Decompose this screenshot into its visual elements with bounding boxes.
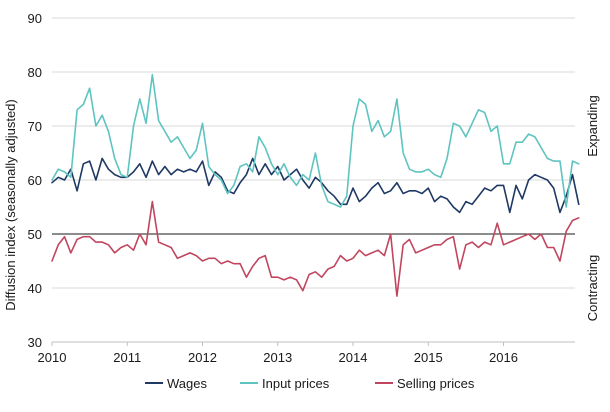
y-tick-label-40: 40 (28, 281, 42, 296)
y-tick-label-80: 80 (28, 65, 42, 80)
annotation-expanding: Expanding (585, 95, 600, 156)
x-tick-label-2010: 2010 (38, 350, 67, 365)
y-tick-label-60: 60 (28, 173, 42, 188)
y-tick-label-30: 30 (28, 335, 42, 350)
series-line-wages (51, 157, 580, 214)
legend: Wages Input prices Selling prices (145, 376, 475, 391)
legend-label-input-prices: Input prices (262, 376, 330, 391)
legend-label-selling-prices: Selling prices (397, 376, 475, 391)
axes: 30 40 50 60 70 80 90 2010 2011 2012 2013 2014 2015 20… (28, 11, 575, 365)
series-line-input-prices (51, 73, 580, 208)
legend-label-wages: Wages (167, 376, 207, 391)
y-axis-label: Diffusion index (seasonally adjusted) (3, 99, 18, 311)
y-tick-label-50: 50 (28, 227, 42, 242)
x-tick-label-2012: 2012 (188, 350, 217, 365)
x-tick-label-2016: 2016 (489, 350, 518, 365)
x-tick-label-2013: 2013 (263, 350, 292, 365)
annotation-contracting: Contracting (585, 255, 600, 321)
x-tick-label-2015: 2015 (414, 350, 443, 365)
series-lines (51, 73, 580, 297)
y-tick-label-90: 90 (28, 11, 42, 26)
x-tick-label-2011: 2011 (113, 350, 141, 365)
x-tick-label-2014: 2014 (339, 350, 368, 365)
y-tick-label-70: 70 (28, 119, 42, 134)
series-line-selling-prices (51, 200, 580, 297)
